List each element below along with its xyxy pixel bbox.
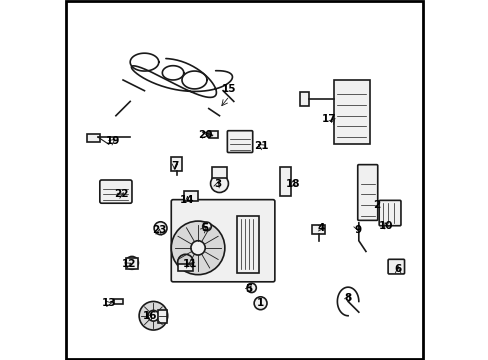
Text: 2: 2 [372,200,380,210]
Circle shape [254,297,266,310]
FancyBboxPatch shape [227,131,252,153]
Text: 9: 9 [354,225,361,235]
Bar [208,131,217,138]
Bar [183,191,198,202]
Circle shape [125,256,138,269]
Bar [237,216,258,273]
Circle shape [154,222,166,235]
Circle shape [177,254,193,270]
Bar [171,157,182,171]
Bar [280,167,290,196]
Text: 3: 3 [214,179,221,189]
Bar [87,134,100,143]
Text: 1: 1 [256,298,264,308]
Text: 20: 20 [198,130,212,140]
Text: 13: 13 [102,298,117,308]
Circle shape [148,310,159,321]
FancyBboxPatch shape [387,259,404,274]
Text: 15: 15 [222,84,236,94]
Bar [299,92,308,107]
Text: 10: 10 [378,221,393,231]
Text: 4: 4 [317,223,325,233]
Bar [333,80,369,144]
Bar [114,299,123,304]
Text: 19: 19 [105,136,120,146]
Text: 11: 11 [183,259,197,269]
Bar [312,225,324,234]
Text: 17: 17 [322,114,336,124]
Circle shape [171,221,224,275]
FancyBboxPatch shape [357,165,377,220]
Text: 5: 5 [201,223,208,233]
FancyBboxPatch shape [100,180,132,203]
Text: 6: 6 [394,264,401,274]
Text: 16: 16 [143,311,158,321]
Circle shape [139,301,167,330]
Bar [158,310,166,323]
Circle shape [210,175,228,193]
Text: 5: 5 [244,284,252,294]
Bar [125,258,138,269]
Text: 8: 8 [344,293,351,303]
Text: 7: 7 [171,161,178,171]
Circle shape [203,222,211,231]
Circle shape [190,241,205,255]
Text: 22: 22 [114,189,128,199]
Text: 12: 12 [122,259,137,269]
Text: 14: 14 [180,195,194,204]
Text: 23: 23 [152,225,166,235]
Bar [212,167,226,178]
FancyBboxPatch shape [378,201,400,226]
Bar [178,264,192,271]
Text: 21: 21 [253,141,267,151]
FancyBboxPatch shape [171,200,274,282]
Circle shape [246,283,256,293]
Text: 18: 18 [285,179,300,189]
